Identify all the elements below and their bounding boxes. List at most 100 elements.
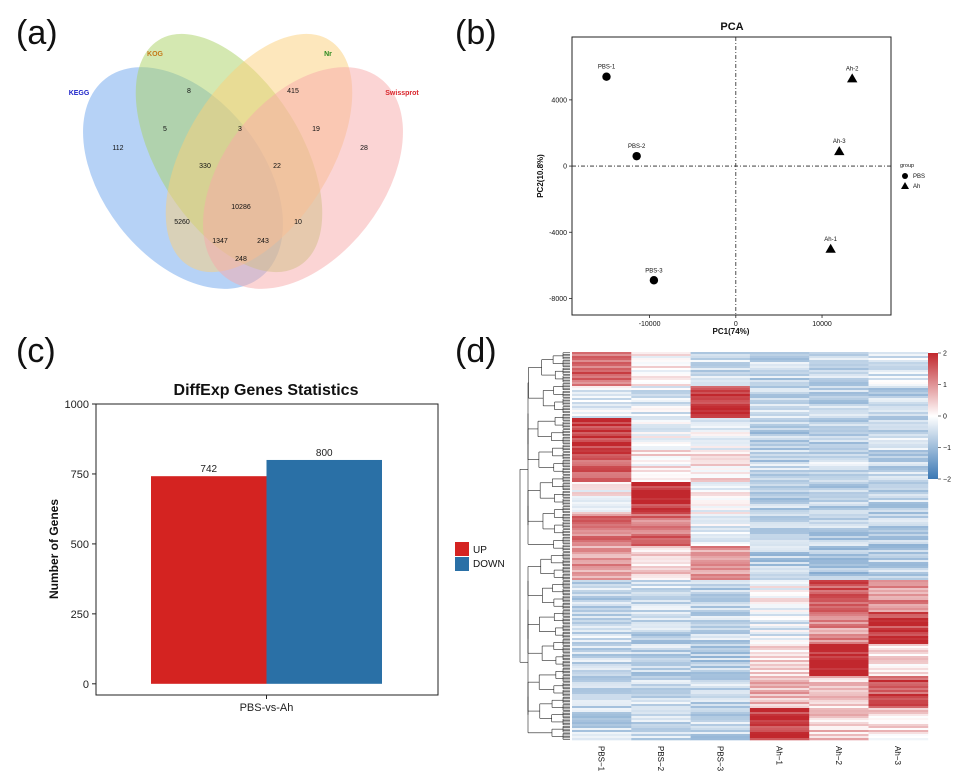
heatmap-cell [809, 554, 869, 557]
heatmap-cell [868, 532, 929, 535]
heatmap-cell [809, 662, 869, 665]
heatmap-cell [690, 432, 751, 435]
heatmap-cell [749, 530, 810, 533]
heatmap-cell [749, 540, 810, 543]
heatmap-cell [690, 414, 751, 417]
heatmap-cell [809, 620, 869, 623]
heatmap-cell [572, 630, 632, 633]
heatmap-cell [690, 364, 751, 367]
heatmap-cell [631, 366, 691, 369]
heatmap-cell [868, 674, 929, 677]
heatmap-cell [572, 498, 632, 501]
heatmap-cell [631, 608, 691, 611]
heatmap-cell [690, 494, 751, 497]
bar-down [266, 459, 382, 684]
heatmap-cell [690, 632, 751, 635]
heatmap-cell [690, 712, 751, 715]
heatmap-cell [868, 504, 929, 507]
heatmap-cell [631, 468, 691, 471]
pca-y-tick-label: 4000 [551, 97, 567, 104]
heatmap-cell [868, 574, 929, 577]
heatmap-cell [868, 398, 929, 401]
heatmap-cell [749, 656, 810, 659]
heatmap-cell [868, 362, 929, 365]
panel-label-c: (c) [16, 332, 56, 370]
heatmap-cell [809, 704, 869, 707]
heatmap-cell [631, 730, 691, 733]
heatmap-cell [809, 388, 869, 391]
heatmap-cell [631, 538, 691, 541]
heatmap-cell [631, 708, 691, 711]
heatmap-cell [868, 474, 929, 477]
heatmap-cell [631, 610, 691, 613]
heatmap-cell [631, 422, 691, 425]
heatmap-cell [749, 360, 810, 363]
heatmap-cell [631, 552, 691, 555]
heatmap-cell [749, 716, 810, 719]
venn-label-kegg: KEGG [69, 90, 90, 97]
heatmap-cell [690, 602, 751, 605]
heatmap-cell [631, 720, 691, 723]
heatmap-cell [690, 560, 751, 563]
heatmap-cell [631, 382, 691, 385]
heatmap-cell [690, 382, 751, 385]
heatmap-cell [749, 662, 810, 665]
heatmap-cell [868, 648, 929, 651]
heatmap-cell [572, 404, 632, 407]
heatmap-cell [749, 630, 810, 633]
heatmap-cell [572, 510, 632, 513]
heatmap-cell [809, 428, 869, 431]
heatmap-cell [572, 572, 632, 575]
bar-chart: DiffExp Genes Statistics 0 250 500 750 1000 7… [47, 382, 505, 714]
heatmap-cell [631, 414, 691, 417]
heatmap-cell [690, 682, 751, 685]
heatmap-cell [572, 422, 632, 425]
pca-point-label: PBS-1 [598, 65, 616, 71]
heatmap-cell [749, 616, 810, 619]
heatmap-cell [809, 470, 869, 473]
heatmap-cell [631, 362, 691, 365]
venn-count: 1347 [212, 238, 228, 245]
heatmap-cell [572, 700, 632, 703]
heatmap-cell [868, 702, 929, 705]
heatmap-cell [631, 410, 691, 413]
heatmap-cell [809, 548, 869, 551]
heatmap-cell [572, 612, 632, 615]
heatmap-cell [572, 634, 632, 637]
heatmap-cell [631, 372, 691, 375]
heatmap-cell [631, 484, 691, 487]
heatmap-cell [690, 678, 751, 681]
heatmap-cell [749, 560, 810, 563]
heatmap-cell [690, 444, 751, 447]
heatmap-cell [749, 568, 810, 571]
heatmap-cell [631, 356, 691, 359]
heatmap-cell [690, 616, 751, 619]
heatmap-cell [572, 390, 632, 393]
heatmap-cell [572, 460, 632, 463]
heatmap-cell [572, 494, 632, 497]
heatmap-cell [749, 486, 810, 489]
heatmap-cell [749, 428, 810, 431]
heatmap-cell [690, 392, 751, 395]
heatmap-cell [809, 408, 869, 411]
heatmap-cell [809, 584, 869, 587]
heatmap-cell [809, 720, 869, 723]
heatmap-column-label: Ah−2 [834, 746, 843, 765]
heatmap-cell [631, 576, 691, 579]
heatmap-cell [749, 564, 810, 567]
heatmap-cell [631, 630, 691, 633]
heatmap-cell [868, 450, 929, 453]
heatmap-cell [572, 538, 632, 541]
heatmap-cell [572, 420, 632, 423]
heatmap-cell [868, 636, 929, 639]
heatmap-cell [749, 694, 810, 697]
venn-count: 28 [360, 145, 368, 152]
heatmap-cell [572, 452, 632, 455]
heatmap-cell [572, 556, 632, 559]
heatmap-cell [572, 732, 632, 735]
heatmap-cell [572, 482, 632, 485]
heatmap-cell [631, 528, 691, 531]
heatmap-cell [809, 434, 869, 437]
heatmap-cell [868, 564, 929, 567]
heatmap-cell [809, 572, 869, 575]
